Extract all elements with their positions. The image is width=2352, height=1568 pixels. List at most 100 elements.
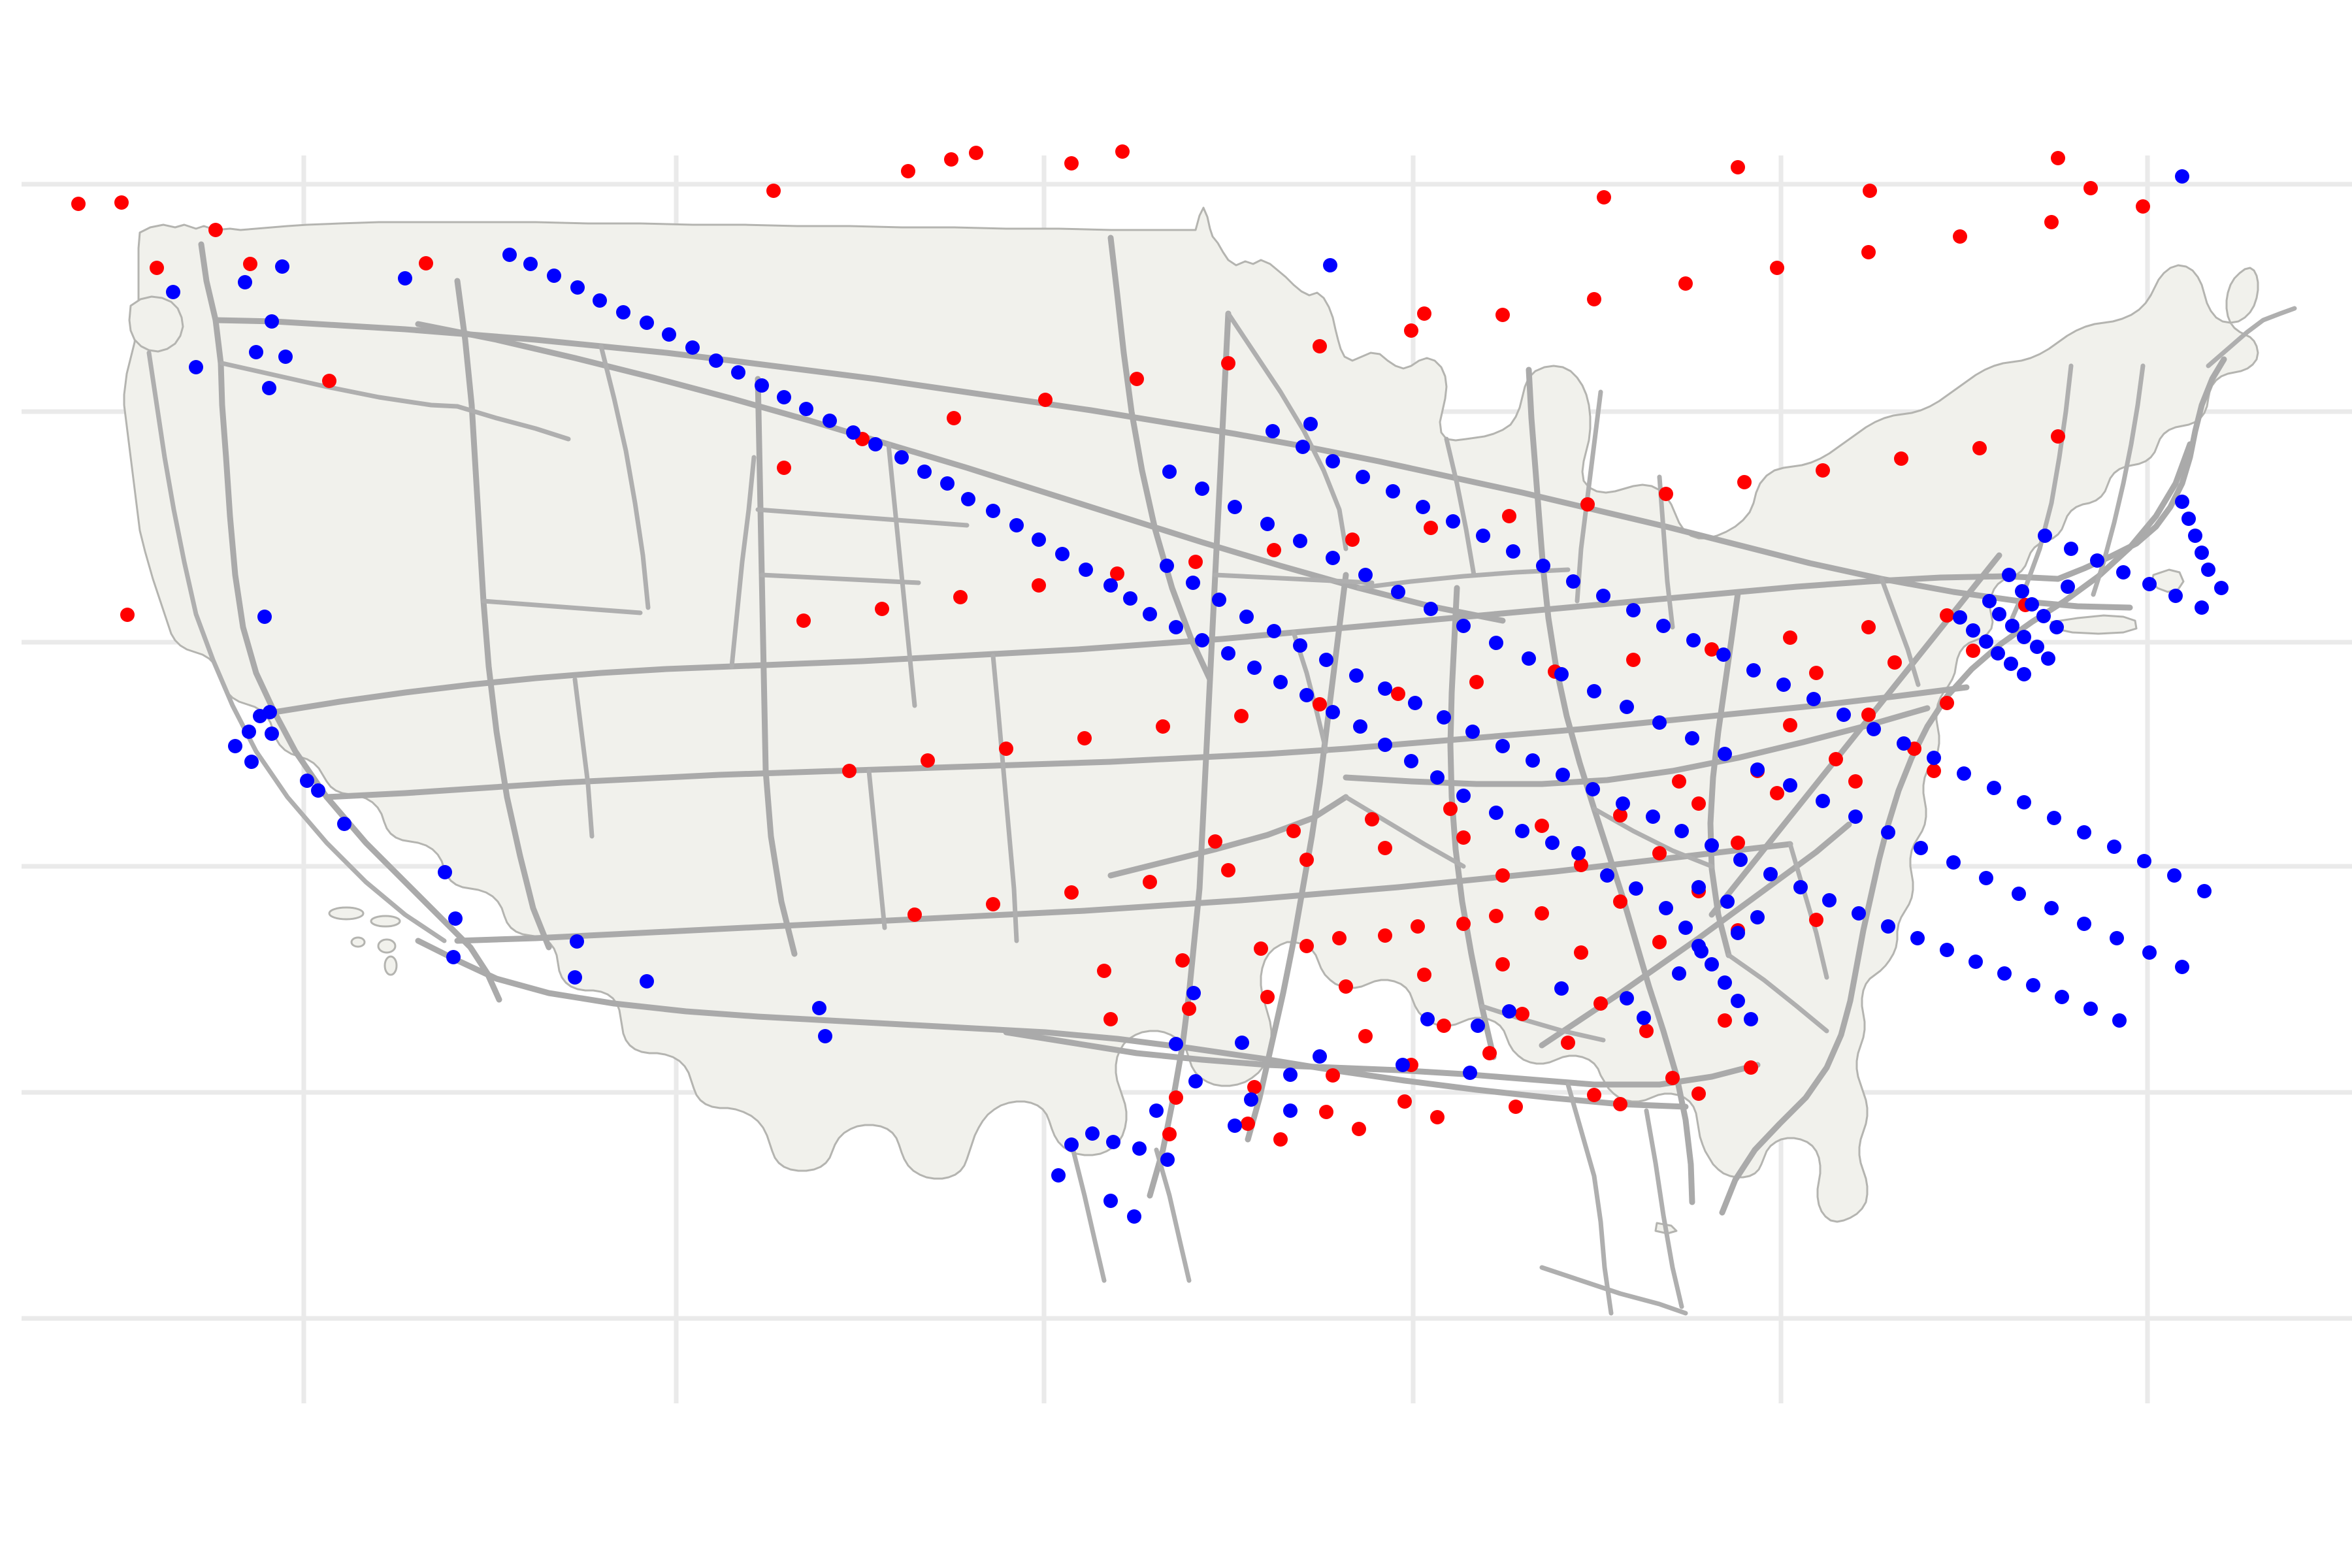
marker-blue-142[interactable] bbox=[2112, 1013, 2127, 1028]
marker-red-63[interactable] bbox=[1626, 653, 1641, 667]
marker-blue-23[interactable] bbox=[570, 934, 584, 949]
marker-blue-167[interactable] bbox=[1946, 855, 1961, 870]
marker-blue-240[interactable] bbox=[1691, 939, 1706, 953]
marker-blue-24[interactable] bbox=[446, 950, 461, 964]
marker-blue-11[interactable] bbox=[257, 610, 272, 624]
marker-blue-197[interactable] bbox=[1927, 751, 1941, 765]
marker-red-87[interactable] bbox=[1417, 968, 1431, 982]
marker-red-134[interactable] bbox=[1783, 718, 1797, 732]
marker-red-60[interactable] bbox=[1391, 687, 1405, 701]
marker-blue-185[interactable] bbox=[1566, 574, 1580, 589]
marker-red-125[interactable] bbox=[1593, 996, 1608, 1011]
marker-blue-136[interactable] bbox=[1940, 943, 1954, 957]
marker-blue-125[interactable] bbox=[1616, 796, 1630, 811]
marker-red-20[interactable] bbox=[777, 461, 791, 475]
marker-blue-243[interactable] bbox=[1731, 994, 1745, 1008]
marker-blue-70[interactable] bbox=[1404, 754, 1418, 768]
marker-blue-1[interactable] bbox=[275, 259, 289, 274]
marker-blue-131[interactable] bbox=[1793, 880, 1808, 894]
marker-blue-26[interactable] bbox=[640, 974, 654, 988]
marker-blue-42[interactable] bbox=[1160, 1152, 1175, 1167]
marker-blue-191[interactable] bbox=[1746, 663, 1761, 678]
marker-blue-29[interactable] bbox=[1186, 986, 1201, 1000]
marker-red-108[interactable] bbox=[1378, 928, 1392, 943]
marker-red-115[interactable] bbox=[1430, 1110, 1445, 1124]
marker-red-10[interactable] bbox=[969, 146, 983, 160]
marker-blue-172[interactable] bbox=[2110, 931, 2124, 945]
marker-red-4[interactable] bbox=[71, 197, 86, 211]
marker-red-139[interactable] bbox=[1652, 846, 1667, 860]
marker-blue-218[interactable] bbox=[2050, 620, 2064, 634]
marker-red-54[interactable] bbox=[921, 753, 935, 768]
marker-blue-44[interactable] bbox=[1283, 1103, 1298, 1118]
marker-red-8[interactable] bbox=[901, 164, 915, 178]
marker-red-145[interactable] bbox=[1744, 1060, 1758, 1075]
marker-red-80[interactable] bbox=[1770, 786, 1784, 800]
marker-red-9[interactable] bbox=[944, 152, 958, 167]
marker-blue-71[interactable] bbox=[1378, 738, 1392, 752]
marker-blue-175[interactable] bbox=[1266, 424, 1280, 438]
marker-red-51[interactable] bbox=[1972, 441, 1987, 455]
marker-red-110[interactable] bbox=[1535, 906, 1549, 921]
marker-blue-203[interactable] bbox=[2107, 840, 2121, 854]
marker-blue-135[interactable] bbox=[1910, 931, 1925, 945]
marker-red-84[interactable] bbox=[1182, 1002, 1196, 1016]
marker-blue-174[interactable] bbox=[2175, 960, 2189, 974]
marker-blue-97[interactable] bbox=[755, 378, 769, 393]
marker-blue-72[interactable] bbox=[1353, 719, 1367, 734]
marker-blue-64[interactable] bbox=[1571, 846, 1586, 860]
marker-blue-12[interactable] bbox=[311, 783, 325, 798]
marker-blue-119[interactable] bbox=[1437, 710, 1451, 725]
marker-blue-166[interactable] bbox=[1914, 841, 1928, 855]
marker-blue-61[interactable] bbox=[1659, 901, 1673, 915]
marker-blue-228[interactable] bbox=[1979, 634, 1993, 649]
marker-blue-164[interactable] bbox=[1848, 809, 1863, 824]
marker-blue-239[interactable] bbox=[1678, 921, 1693, 935]
marker-blue-94[interactable] bbox=[823, 414, 837, 428]
marker-blue-79[interactable] bbox=[1169, 620, 1183, 634]
marker-blue-173[interactable] bbox=[2142, 945, 2157, 960]
marker-red-133[interactable] bbox=[1443, 802, 1458, 816]
marker-blue-187[interactable] bbox=[1626, 603, 1641, 617]
marker-red-100[interactable] bbox=[1718, 1013, 1732, 1028]
marker-blue-85[interactable] bbox=[1032, 532, 1046, 547]
marker-blue-231[interactable] bbox=[2017, 667, 2031, 681]
marker-red-27[interactable] bbox=[1404, 323, 1418, 338]
marker-red-92[interactable] bbox=[1809, 913, 1823, 927]
marker-blue-152[interactable] bbox=[1456, 619, 1471, 633]
marker-red-52[interactable] bbox=[2051, 429, 2065, 444]
marker-blue-73[interactable] bbox=[1326, 705, 1340, 719]
marker-red-99[interactable] bbox=[1639, 1024, 1654, 1038]
marker-blue-17[interactable] bbox=[228, 739, 242, 753]
marker-red-50[interactable] bbox=[1894, 451, 1908, 466]
marker-red-95[interactable] bbox=[1326, 1068, 1340, 1083]
marker-red-15[interactable] bbox=[1731, 160, 1745, 174]
marker-blue-128[interactable] bbox=[1705, 838, 1719, 853]
marker-blue-83[interactable] bbox=[1079, 563, 1093, 577]
marker-blue-168[interactable] bbox=[1979, 871, 1993, 885]
marker-red-82[interactable] bbox=[1927, 764, 1941, 778]
marker-red-132[interactable] bbox=[1365, 812, 1379, 826]
marker-blue-98[interactable] bbox=[731, 365, 745, 380]
marker-blue-234[interactable] bbox=[2201, 563, 2215, 577]
marker-red-67[interactable] bbox=[1940, 608, 1954, 623]
marker-blue-209[interactable] bbox=[2090, 553, 2104, 568]
marker-red-18[interactable] bbox=[2083, 181, 2098, 195]
marker-red-12[interactable] bbox=[1115, 144, 1130, 159]
marker-blue-193[interactable] bbox=[1806, 692, 1821, 706]
marker-red-118[interactable] bbox=[1162, 1127, 1177, 1141]
marker-blue-104[interactable] bbox=[593, 293, 607, 308]
marker-red-119[interactable] bbox=[1241, 1117, 1255, 1131]
marker-blue-101[interactable] bbox=[662, 327, 676, 342]
marker-blue-115[interactable] bbox=[1319, 653, 1333, 667]
marker-blue-59[interactable] bbox=[1720, 894, 1735, 909]
marker-red-17[interactable] bbox=[2051, 151, 2065, 165]
marker-blue-154[interactable] bbox=[1522, 651, 1536, 666]
marker-blue-241[interactable] bbox=[1705, 957, 1719, 972]
marker-blue-177[interactable] bbox=[1326, 454, 1340, 468]
marker-blue-130[interactable] bbox=[1763, 867, 1778, 881]
marker-red-103[interactable] bbox=[1254, 941, 1268, 956]
marker-blue-141[interactable] bbox=[2083, 1002, 2098, 1016]
marker-red-16[interactable] bbox=[1863, 184, 1877, 198]
marker-red-2[interactable] bbox=[243, 257, 257, 271]
